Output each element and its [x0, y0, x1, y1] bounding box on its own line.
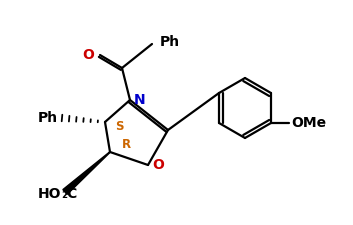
Text: Ph: Ph	[38, 111, 58, 125]
Text: N: N	[134, 93, 146, 107]
Polygon shape	[63, 152, 110, 194]
Text: O: O	[82, 48, 94, 62]
Text: Ph: Ph	[160, 35, 180, 49]
Text: R: R	[122, 137, 131, 151]
Text: HO: HO	[37, 187, 61, 201]
Text: OMe: OMe	[291, 116, 326, 130]
Text: S: S	[115, 121, 124, 133]
Text: O: O	[152, 158, 164, 172]
Text: ₂C: ₂C	[61, 187, 77, 201]
